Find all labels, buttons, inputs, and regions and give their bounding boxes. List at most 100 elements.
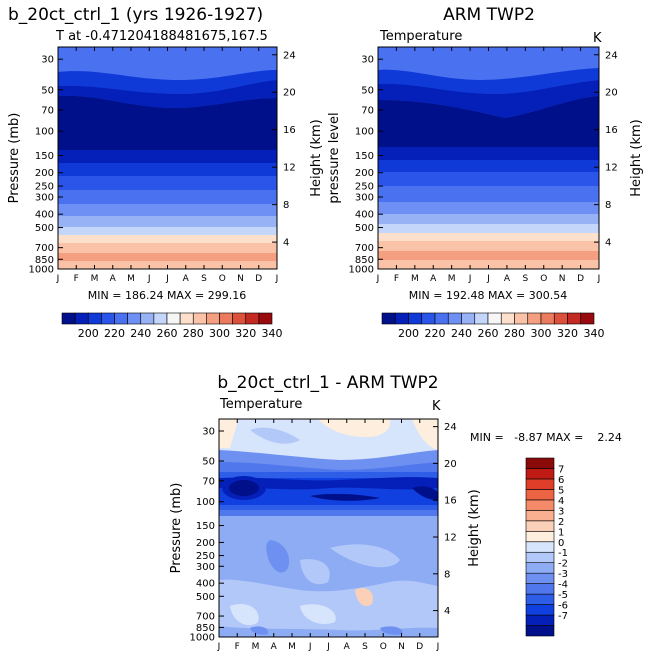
colorbar-label: 280 xyxy=(183,327,204,340)
y-right-tick-label: 16 xyxy=(444,496,457,507)
y-right-tick-label: 12 xyxy=(605,163,618,174)
x-tick-label: A xyxy=(271,642,278,652)
contour-band xyxy=(219,510,438,516)
colorbar-swatch xyxy=(245,312,260,325)
colorbar-swatch xyxy=(408,312,423,325)
panel-difference: b_20ct_ctrl_1 - ARM TWP2 Temperature K xyxy=(169,373,622,652)
colorbar-swatch xyxy=(114,312,128,325)
contour-band xyxy=(355,587,373,607)
panel2-unit-label: K xyxy=(593,31,602,46)
x-tick-label: M xyxy=(411,274,419,284)
contour-band xyxy=(58,227,277,235)
colorbar-label: 260 xyxy=(478,327,499,340)
panel-observed: ARM TWP2 Temperature K J F M A M J J A S O N D J 30 50… xyxy=(327,5,644,340)
colorbar-label: -3 xyxy=(558,569,568,580)
y-tick-label: 1000 xyxy=(190,633,215,644)
x-tick-label: J xyxy=(56,274,60,284)
x-tick-label: J xyxy=(217,642,221,652)
contour-band xyxy=(300,604,336,625)
contour-band xyxy=(230,603,259,626)
x-tick-label: D xyxy=(577,274,584,284)
x-tick-label: D xyxy=(416,642,423,652)
y-tick-label: 100 xyxy=(355,127,374,138)
colorbar-swatch xyxy=(525,572,555,584)
y-tick-label: 500 xyxy=(355,223,374,234)
colorbar-swatch xyxy=(525,520,555,532)
contour-band xyxy=(266,540,290,573)
panel3-title: b_20ct_ctrl_1 - ARM TWP2 xyxy=(217,373,438,393)
x-tick-label: N xyxy=(398,642,405,652)
colorbar-swatch xyxy=(525,625,555,637)
colorbar-swatch xyxy=(525,541,555,553)
colorbar-swatch xyxy=(258,312,273,325)
panel2-ylabel: pressure level xyxy=(327,112,342,203)
colorbar-swatch xyxy=(553,312,568,325)
colorbar-swatch xyxy=(525,604,555,616)
y-right-tick-label: 8 xyxy=(605,200,611,211)
contour-band xyxy=(378,47,599,80)
colorbar-label: 220 xyxy=(425,327,446,340)
x-tick-label: J xyxy=(147,274,151,284)
y-tick-label: 1000 xyxy=(29,265,54,276)
panel1-subtitle: T at -0.471204188481675,167.5 xyxy=(55,29,268,44)
colorbar-label: 4 xyxy=(558,496,564,507)
contour-band xyxy=(378,224,599,233)
contour-band xyxy=(58,176,277,190)
contour-band xyxy=(378,160,599,172)
panel1-ylabel-right: Height (km) xyxy=(309,119,324,196)
colorbar-swatch xyxy=(101,312,115,325)
panel3-stats: MIN = -8.87 MAX = 2.24 xyxy=(470,431,622,444)
y-right-tick-label: 4 xyxy=(605,238,611,249)
contour-band xyxy=(378,241,599,251)
colorbar-label: 240 xyxy=(130,327,151,340)
contour-band xyxy=(378,172,599,186)
colorbar-swatch xyxy=(525,583,555,595)
colorbar-swatch xyxy=(179,312,194,325)
y-tick-label: 300 xyxy=(35,192,54,203)
contour-band xyxy=(378,202,599,214)
colorbar-swatch xyxy=(381,312,396,325)
contour-band xyxy=(378,80,599,118)
colorbar-swatch xyxy=(540,312,555,325)
panel1-colorbar: 200 220 240 260 280 300 320 340 xyxy=(61,312,283,340)
x-tick-label: A xyxy=(344,642,351,652)
y-right-tick-label: 8 xyxy=(283,200,289,211)
x-tick-label: J xyxy=(165,274,169,284)
colorbar-swatch xyxy=(525,593,555,605)
y-tick-label: 50 xyxy=(202,457,215,468)
colorbar-swatch xyxy=(192,312,207,325)
y-right-tick-label: 20 xyxy=(444,459,457,470)
panel2-plot-area xyxy=(378,47,599,269)
x-tick-label: J xyxy=(326,642,330,652)
colorbar-label: 260 xyxy=(157,327,178,340)
panel3-ylabel-right: Height (km) xyxy=(467,489,482,566)
contour-band xyxy=(219,472,438,480)
y-tick-label: 850 xyxy=(196,623,215,634)
y-right-tick-label: 4 xyxy=(283,238,289,249)
colorbar-swatch xyxy=(153,312,168,325)
colorbar-label: 5 xyxy=(558,485,564,496)
contour-band xyxy=(219,477,438,490)
y-tick-label: 700 xyxy=(355,243,374,254)
y-tick-label: 400 xyxy=(355,210,374,221)
colorbar-label: -2 xyxy=(558,559,568,570)
colorbar-label: 320 xyxy=(235,327,256,340)
panel2-title: ARM TWP2 xyxy=(443,5,535,25)
colorbar-swatch xyxy=(166,312,181,325)
colorbar-swatch xyxy=(232,312,247,325)
panel3-field-label: Temperature xyxy=(219,397,302,412)
colorbar-swatch xyxy=(525,510,555,522)
x-tick-label: S xyxy=(362,642,368,652)
colorbar-label: -5 xyxy=(558,590,568,601)
contour-band xyxy=(378,251,599,260)
colorbar-swatch xyxy=(474,312,489,325)
panel3-unit-label: K xyxy=(432,399,441,414)
colorbar-swatch xyxy=(500,312,515,325)
contour-band xyxy=(378,233,599,241)
contour-band xyxy=(378,147,599,160)
colorbar-label: -6 xyxy=(558,601,568,612)
y-right-tick-label: 16 xyxy=(283,125,296,136)
contour-band xyxy=(219,419,238,448)
colorbar-swatch xyxy=(447,312,462,325)
y-tick-label: 1000 xyxy=(349,265,374,276)
